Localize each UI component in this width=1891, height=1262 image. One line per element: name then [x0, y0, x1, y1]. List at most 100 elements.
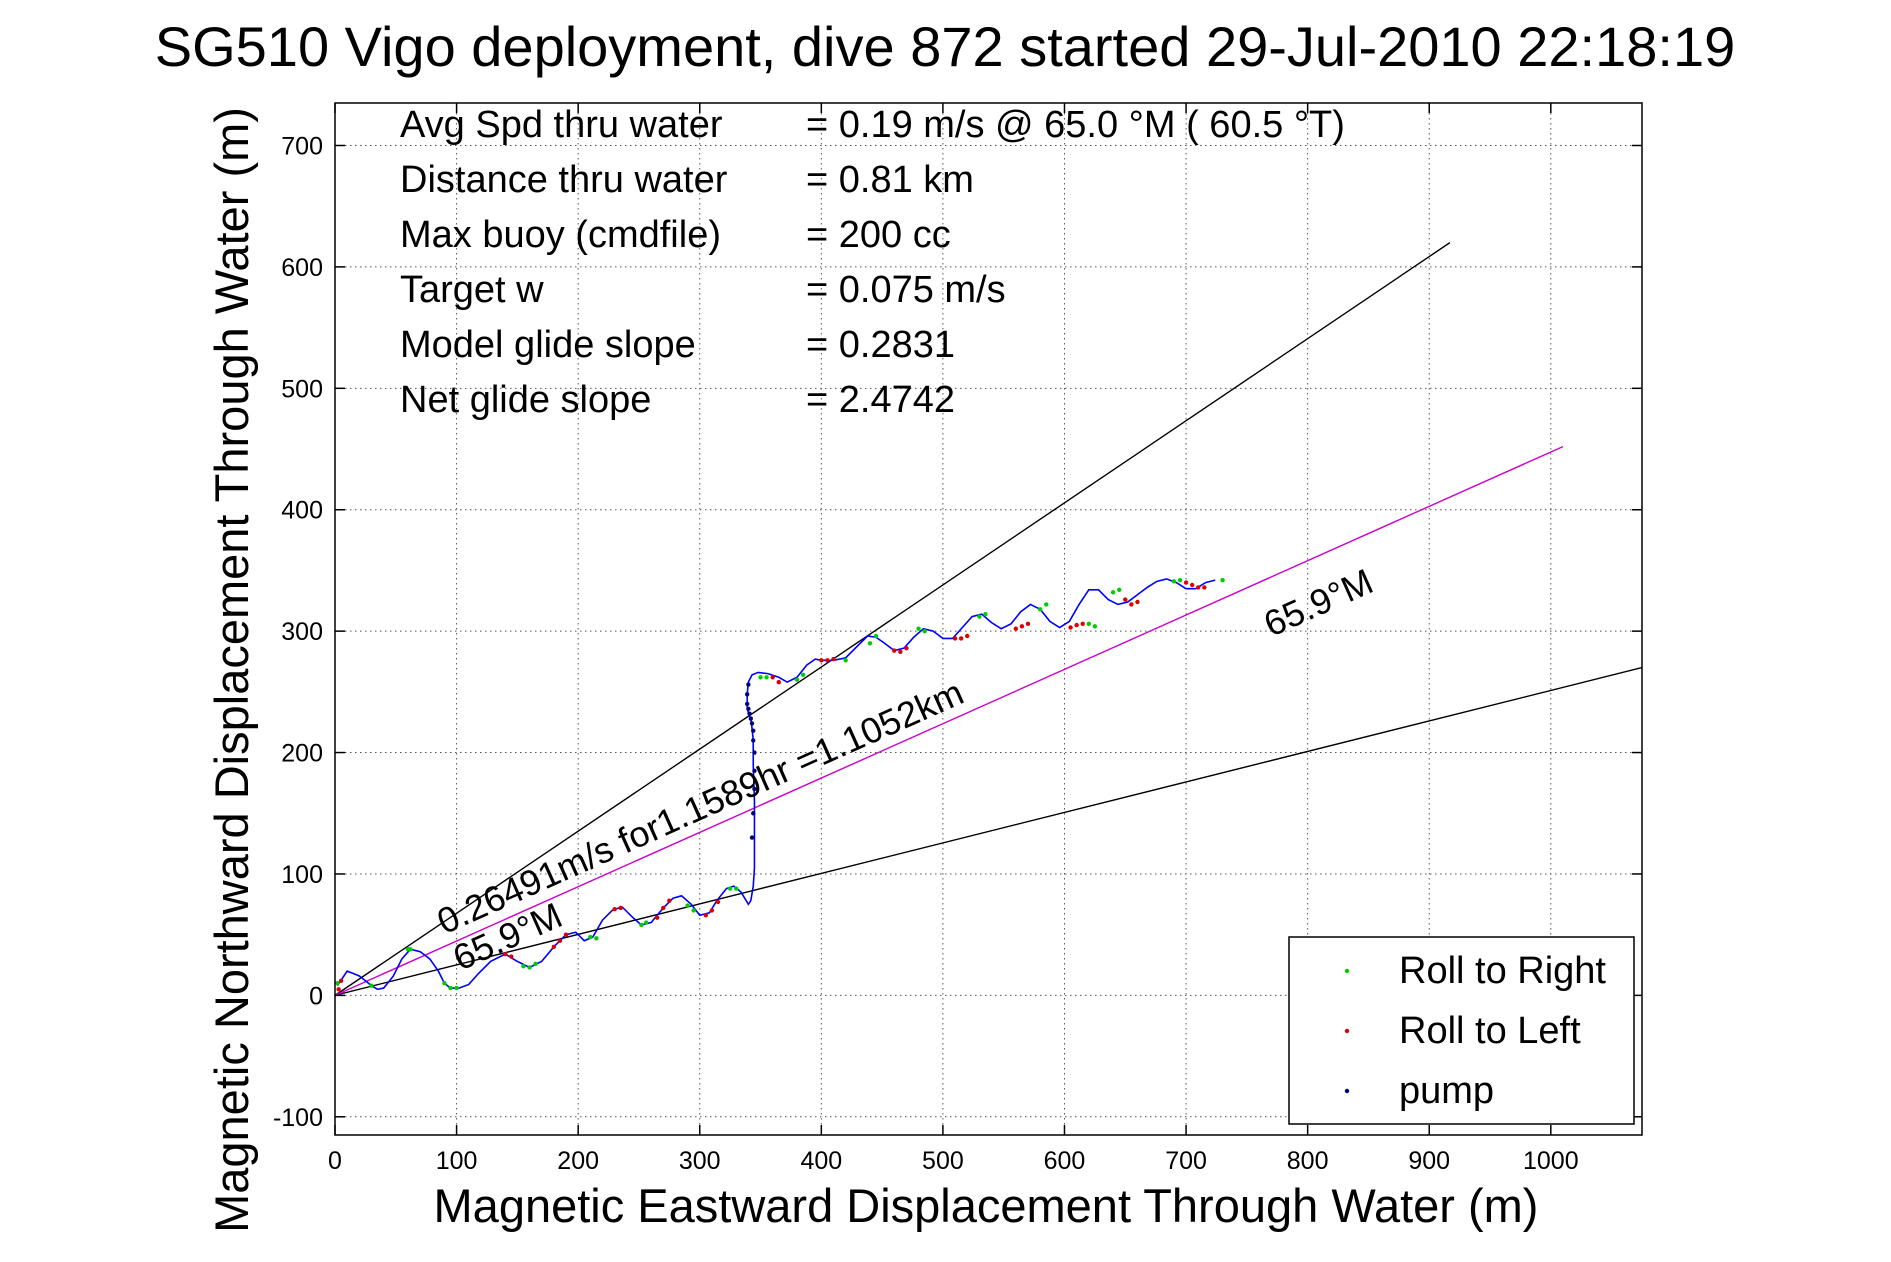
marker-roll-right: [873, 633, 879, 639]
marker-roll-right: [1171, 579, 1177, 584]
annotation-label: Max buoy (cmdfile): [400, 214, 721, 256]
marker-roll-right: [1117, 587, 1122, 593]
marker-pump: [751, 738, 756, 743]
marker-roll-right: [335, 981, 340, 986]
marker-roll-right: [521, 964, 526, 969]
reference-lines: [335, 242, 1642, 997]
marker-roll-right: [734, 886, 739, 891]
marker-roll-left: [825, 658, 830, 663]
x-tick-label: 200: [557, 1147, 599, 1175]
annotation-value: = 200 cc: [806, 214, 951, 256]
plot-frame: [334, 102, 1643, 1136]
marker-roll-right: [1220, 577, 1225, 583]
marker-pump: [744, 692, 750, 697]
marker-pump: [746, 682, 751, 687]
y-axis-ticks: -100 0 100 200 300 400 500 600 700: [273, 132, 1642, 1132]
marker-roll-right: [843, 658, 848, 663]
marker-roll-left: [1025, 621, 1031, 627]
legend-marker: [1344, 968, 1350, 974]
marker-roll-right: [727, 886, 733, 891]
x-tick-label: 1000: [1523, 1147, 1579, 1175]
marker-roll-right: [588, 934, 593, 940]
marker-roll-left: [1080, 621, 1085, 627]
marker-roll-left: [503, 951, 508, 957]
marker-roll-left: [819, 658, 824, 663]
x-tick-label: 300: [679, 1147, 721, 1175]
annotation-label: Distance thru water: [400, 159, 728, 201]
marker-pump: [752, 768, 757, 773]
marker-roll-left: [965, 633, 970, 639]
marker-roll-left: [667, 898, 672, 903]
reference-line-bound-lower: [335, 666, 1642, 997]
marker-roll-left: [661, 905, 666, 911]
marker-roll-right: [369, 983, 374, 988]
marker-roll-left: [336, 987, 341, 992]
y-tick-label: -100: [273, 1104, 323, 1132]
marker-roll-right: [527, 965, 532, 970]
marker-roll-left: [563, 932, 569, 937]
y-axis-label: Magnetic Northward Displacement Through …: [205, 107, 258, 1233]
annotation-value: = 0.81 km: [806, 159, 974, 201]
marker-roll-left: [1068, 625, 1073, 630]
marker-pump: [752, 750, 757, 755]
marker-pump: [749, 721, 755, 726]
legend-entry: pump: [1399, 1070, 1494, 1112]
x-tick-label: 700: [1165, 1147, 1207, 1175]
marker-roll-left: [715, 899, 721, 905]
marker-roll-right: [594, 936, 599, 941]
marker-pump: [746, 706, 751, 712]
marker-roll-left: [831, 656, 836, 662]
x-tick-label: 100: [436, 1147, 478, 1175]
y-tick-label: 200: [281, 740, 323, 768]
marker-roll-right: [794, 677, 800, 682]
marker-roll-right: [408, 947, 413, 952]
marker-roll-right: [644, 920, 649, 925]
marker-roll-right: [685, 903, 690, 908]
y-tick-label: 600: [281, 254, 323, 282]
y-tick-label: 300: [281, 618, 323, 646]
y-tick-label: 100: [281, 861, 323, 889]
marker-roll-left: [557, 938, 563, 943]
marker-roll-left: [1135, 599, 1140, 605]
y-tick-label: 0: [309, 982, 323, 1010]
legend-marker: [1344, 1088, 1350, 1094]
marker-pump: [751, 728, 756, 733]
marker-layer: [335, 577, 1225, 992]
marker-roll-right: [983, 611, 988, 617]
chart-title: SG510 Vigo deployment, dive 872 started …: [155, 15, 1736, 78]
marker-roll-right: [442, 981, 447, 986]
marker-roll-left: [952, 636, 958, 641]
reference-line-course-65.9M: [335, 445, 1564, 997]
legend-entry: Roll to Left: [1399, 1010, 1581, 1052]
marker-roll-right: [1044, 602, 1049, 607]
annotation-value: = 0.19 m/s @ 65.0 °M ( 60.5 °T): [806, 104, 1345, 146]
marker-roll-right: [758, 675, 763, 680]
marker-pump: [744, 701, 750, 707]
marker-roll-left: [703, 913, 709, 918]
marker-roll-left: [1189, 582, 1195, 588]
annotation-value: = 2.4742: [806, 379, 955, 421]
marker-roll-left: [1074, 622, 1079, 628]
marker-roll-left: [770, 675, 775, 680]
marker-roll-left: [892, 648, 897, 653]
reference-line-bound-upper: [335, 242, 1451, 996]
marker-roll-left: [904, 645, 909, 651]
marker-roll-right: [1037, 607, 1043, 612]
marker-roll-left: [338, 978, 344, 984]
marker-roll-right: [454, 985, 459, 991]
x-tick-label: 800: [1287, 1147, 1329, 1175]
marker-roll-right: [691, 908, 696, 913]
marker-roll-right: [764, 675, 769, 680]
marker-roll-right: [922, 628, 927, 634]
x-axis-ticks: 0 100 200 300 400 500 600 700 800 900 1000: [328, 103, 1579, 1175]
y-tick-label: 500: [281, 375, 323, 403]
x-tick-label: 400: [800, 1147, 842, 1175]
marker-pump: [749, 835, 755, 840]
marker-roll-left: [1129, 602, 1134, 607]
legend-entry: Roll to Right: [1399, 950, 1606, 992]
marker-roll-left: [612, 906, 617, 912]
marker-roll-left: [1183, 580, 1189, 585]
annotation-value: = 0.075 m/s: [806, 269, 1006, 311]
annotation-label: Model glide slope: [400, 324, 696, 366]
